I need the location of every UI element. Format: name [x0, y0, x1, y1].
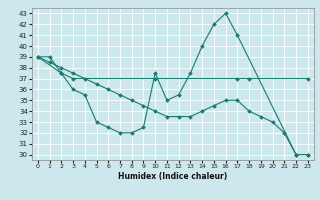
X-axis label: Humidex (Indice chaleur): Humidex (Indice chaleur): [118, 172, 228, 181]
